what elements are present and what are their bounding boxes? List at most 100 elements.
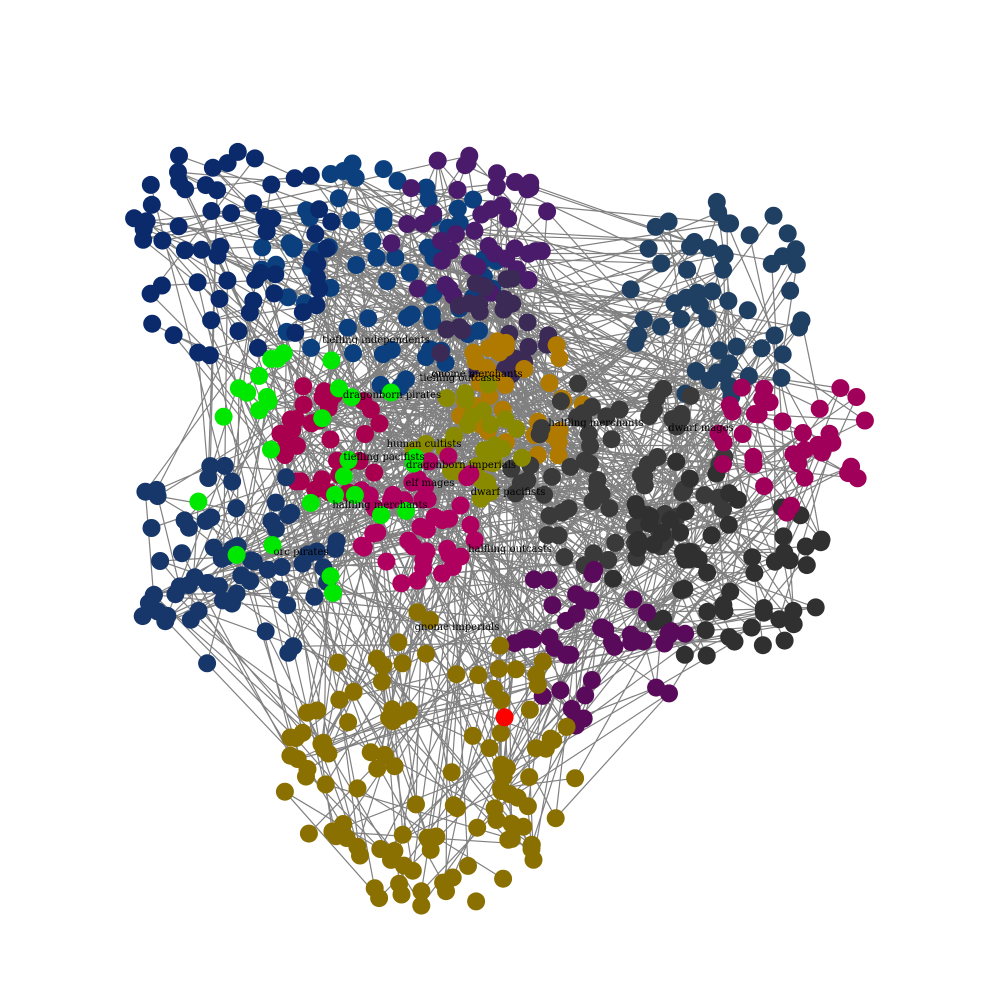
graph-node bbox=[406, 448, 425, 467]
graph-node bbox=[482, 200, 500, 219]
graph-node bbox=[647, 678, 666, 697]
graph-node bbox=[480, 739, 499, 758]
graph-node bbox=[714, 455, 732, 474]
graph-node bbox=[675, 645, 694, 664]
graph-node bbox=[386, 248, 405, 267]
graph-node bbox=[535, 485, 554, 504]
graph-node bbox=[459, 856, 477, 875]
graph-node bbox=[566, 769, 585, 788]
graph-node bbox=[740, 226, 759, 245]
graph-node bbox=[667, 452, 686, 471]
graph-node bbox=[141, 284, 160, 303]
graph-node bbox=[539, 571, 558, 589]
graph-edge bbox=[675, 411, 733, 463]
graph-node bbox=[714, 596, 733, 614]
graph-node bbox=[262, 440, 280, 459]
graph-node bbox=[653, 524, 672, 543]
graph-node bbox=[778, 224, 797, 243]
graph-node bbox=[189, 492, 208, 511]
graph-node bbox=[425, 508, 444, 526]
graph-node bbox=[348, 837, 367, 856]
graph-edge bbox=[356, 619, 431, 847]
graph-node bbox=[328, 653, 347, 672]
graph-node bbox=[687, 362, 706, 381]
graph-node bbox=[334, 162, 353, 180]
graph-node bbox=[293, 303, 312, 322]
graph-node bbox=[437, 389, 456, 408]
graph-edge bbox=[144, 491, 155, 596]
graph-node bbox=[211, 237, 230, 256]
graph-node bbox=[469, 666, 488, 685]
graph-node bbox=[241, 572, 260, 590]
graph-node bbox=[519, 244, 538, 263]
graph-node bbox=[672, 404, 691, 423]
graph-node bbox=[753, 389, 772, 408]
graph-edge bbox=[800, 320, 821, 409]
graph-edge bbox=[494, 692, 670, 809]
graph-node bbox=[719, 515, 738, 534]
graph-node bbox=[372, 672, 391, 691]
graph-node bbox=[723, 402, 742, 421]
cluster-label: halfling outcasts bbox=[468, 544, 552, 555]
graph-node bbox=[546, 809, 565, 828]
graph-node bbox=[382, 234, 401, 253]
graph-edge bbox=[549, 561, 776, 639]
graph-node bbox=[456, 391, 475, 409]
graph-edge bbox=[425, 545, 662, 655]
graph-node bbox=[427, 827, 446, 846]
graph-node bbox=[465, 531, 484, 550]
graph-node bbox=[676, 624, 695, 643]
graph-node bbox=[370, 889, 389, 908]
graph-node bbox=[695, 486, 714, 505]
cluster-label: halfling merchants bbox=[548, 418, 643, 429]
graph-node bbox=[385, 841, 404, 860]
graph-node bbox=[582, 671, 601, 689]
graph-node bbox=[467, 892, 486, 911]
graph-node bbox=[313, 409, 332, 428]
graph-edge bbox=[717, 212, 738, 347]
graph-node bbox=[551, 681, 570, 700]
graph-edge bbox=[157, 495, 181, 587]
graph-node bbox=[189, 343, 208, 362]
graph-node bbox=[464, 190, 483, 209]
graph-node bbox=[214, 407, 233, 426]
graph-node bbox=[448, 199, 467, 218]
graph-node bbox=[831, 379, 850, 398]
graph-node bbox=[810, 399, 829, 418]
graph-node bbox=[348, 779, 367, 798]
graph-node bbox=[245, 149, 264, 168]
graph-node bbox=[402, 179, 421, 198]
graph-edge bbox=[235, 507, 455, 806]
graph-node bbox=[408, 603, 427, 622]
graph-node bbox=[172, 544, 191, 563]
graph-node bbox=[464, 343, 483, 362]
graph-node bbox=[463, 726, 482, 745]
graph-node bbox=[579, 425, 598, 444]
graph-node bbox=[266, 265, 285, 284]
graph-node bbox=[470, 321, 488, 340]
graph-node bbox=[308, 254, 327, 273]
graph-node bbox=[367, 248, 386, 267]
graph-node bbox=[639, 239, 658, 258]
graph-edge bbox=[360, 308, 460, 491]
graph-node bbox=[142, 195, 161, 214]
graph-node bbox=[715, 246, 734, 265]
graph-node bbox=[227, 499, 246, 518]
graph-node bbox=[521, 173, 540, 192]
graph-node bbox=[255, 208, 274, 227]
graph-edge bbox=[685, 510, 785, 553]
graph-node bbox=[568, 408, 587, 427]
graph-node bbox=[279, 643, 298, 662]
graph-node bbox=[249, 338, 267, 357]
graph-node bbox=[780, 551, 799, 570]
graph-node bbox=[557, 717, 576, 736]
graph-edge bbox=[706, 387, 841, 573]
graph-node bbox=[375, 746, 394, 764]
graph-node bbox=[728, 490, 747, 509]
graph-node bbox=[497, 333, 515, 352]
graph-node bbox=[305, 587, 324, 606]
graph-node bbox=[250, 401, 269, 420]
graph-node bbox=[175, 241, 194, 260]
graph-node bbox=[414, 214, 433, 233]
